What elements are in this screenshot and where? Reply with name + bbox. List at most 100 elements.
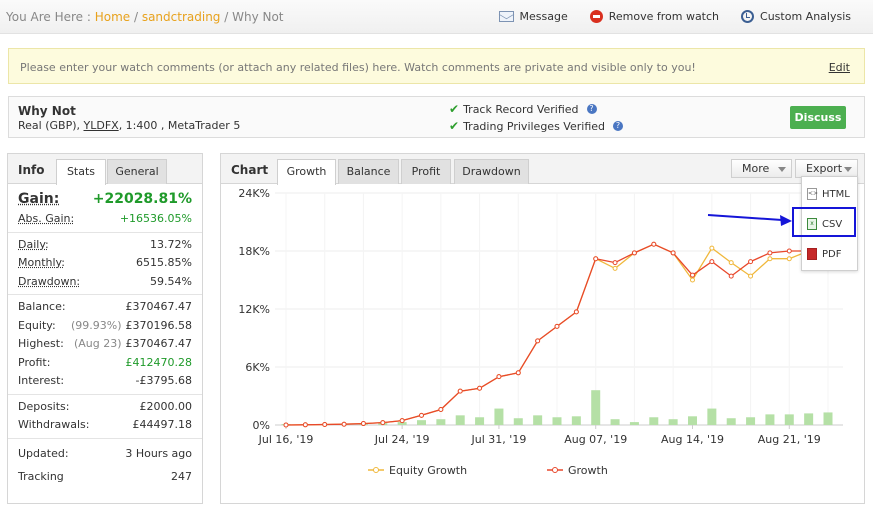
highest-value: £370467.47 — [125, 337, 192, 350]
chart-title: Chart — [231, 163, 269, 177]
legend-growth-dot — [552, 467, 558, 473]
updated-label: Updated: — [18, 446, 69, 460]
breadcrumb-prefix: You Are Here : — [6, 10, 95, 24]
account-name: Why Not — [18, 104, 76, 118]
breadcrumb: You Are Here : Home / sandctrading / Why… — [6, 10, 284, 24]
tab-growth[interactable]: Growth — [277, 159, 336, 185]
breadcrumb-home-link[interactable]: Home — [94, 10, 131, 24]
divider — [8, 437, 202, 439]
more-dropdown[interactable]: More — [731, 159, 792, 178]
x-tick-label: Jul 31, '19 — [471, 433, 527, 446]
legend-equity-growth-label[interactable]: Equity Growth — [389, 464, 467, 477]
growth-point — [496, 374, 502, 380]
account-meta: Real (GBP), YLDFX, 1:400 , MetaTrader 5 — [18, 119, 240, 132]
growth-point — [709, 259, 715, 265]
export-pdf-item[interactable]: PDF — [802, 242, 859, 266]
volume-bar — [475, 417, 485, 425]
legend-growth-label[interactable]: Growth — [568, 464, 608, 477]
deposits-value: £2000.00 — [139, 399, 193, 413]
abs-gain-label: Abs. Gain: — [18, 212, 75, 225]
message-label: Message — [519, 10, 568, 23]
volume-bar — [494, 408, 504, 425]
growth-point — [477, 385, 483, 391]
daily-value: 13.72% — [150, 237, 192, 251]
export-html-item[interactable]: <> HTML — [802, 182, 859, 206]
x-tick-label: Jul 24, '19 — [374, 433, 430, 446]
x-tick-label: Aug 21, '19 — [758, 433, 821, 446]
tab-general[interactable]: General — [107, 159, 167, 184]
breadcrumb-section-link[interactable]: sandctrading — [141, 10, 221, 24]
growth-point — [728, 273, 734, 279]
csv-highlight-box — [792, 207, 856, 237]
export-pdf-label: PDF — [822, 248, 842, 260]
growth-point — [399, 418, 405, 424]
balance-label: Balance: — [18, 300, 66, 313]
account-summary: Why Not Real (GBP), YLDFX, 1:400 , MetaT… — [8, 96, 865, 138]
growth-point — [631, 250, 637, 256]
x-tick-label: Aug 07, '19 — [564, 433, 627, 446]
volume-bar — [649, 417, 659, 425]
profit-row: Profit: £412470.28 — [18, 354, 192, 373]
export-menu: <> HTML x CSV PDF — [801, 176, 858, 271]
help-icon[interactable]: ? — [613, 121, 623, 131]
volume-bar — [397, 422, 407, 425]
growth-point — [457, 388, 463, 394]
growth-point — [438, 407, 444, 413]
gain-value: +22028.81% — [92, 191, 192, 207]
daily-row: Daily: 13.72% — [18, 236, 192, 255]
divider — [8, 231, 202, 233]
updated-row: Updated: 3 Hours ago — [18, 442, 192, 465]
track-record-label: Track Record Verified — [463, 102, 579, 116]
export-csv-item[interactable]: x CSV — [802, 212, 859, 236]
remove-label: Remove from watch — [608, 10, 720, 23]
updated-value: 3 Hours ago — [125, 446, 192, 460]
withdrawals-label: Withdrawals: — [18, 418, 90, 431]
help-icon[interactable]: ? — [586, 104, 597, 114]
volume-bar — [436, 419, 446, 425]
volume-bar — [765, 414, 775, 425]
growth-point — [419, 412, 424, 418]
tab-profit[interactable]: Profit — [401, 159, 451, 184]
tab-stats[interactable]: Stats — [56, 159, 106, 185]
drawdown-label: Drawdown: — [18, 274, 81, 288]
interest-row: Interest: -£3795.68 — [18, 372, 192, 391]
volume-bar — [552, 417, 562, 425]
account-type: Real (GBP), — [18, 119, 84, 132]
html-file-icon: <> — [807, 188, 818, 200]
gain-label: Gain: — [18, 191, 60, 207]
chevron-down-icon — [844, 167, 852, 172]
custom-analysis-button[interactable]: Custom Analysis — [741, 10, 851, 23]
equity-growth-point — [709, 245, 715, 251]
tab-drawdown[interactable]: Drawdown — [454, 159, 529, 184]
broker-link[interactable]: YLDFX — [83, 119, 119, 132]
breadcrumb-current: Why Not — [232, 10, 284, 24]
y-tick-label: 0% — [253, 419, 270, 432]
edit-link[interactable]: Edit — [828, 61, 850, 74]
tab-balance[interactable]: Balance — [338, 159, 399, 184]
equity-growth-point — [748, 273, 754, 279]
info-title: Info — [18, 163, 45, 177]
arrow-head-icon — [780, 215, 792, 226]
remove-from-watch-button[interactable]: Remove from watch — [589, 10, 720, 23]
equity-growth-point — [690, 277, 695, 283]
balance-value: £370467.47 — [125, 300, 192, 313]
y-tick-label: 6K% — [245, 361, 270, 374]
volume-bar — [746, 417, 756, 425]
tracking-label: Tracking — [18, 469, 64, 483]
breadcrumb-separator: / — [130, 10, 142, 24]
growth-point — [380, 420, 386, 426]
growth-point — [786, 248, 792, 254]
growth-point — [302, 422, 308, 428]
volume-bar — [823, 412, 833, 425]
message-button[interactable]: Message — [498, 10, 568, 23]
volume-bar — [629, 422, 639, 425]
checkmark-icon: ✔ — [449, 102, 460, 116]
divider — [8, 294, 202, 295]
discuss-button[interactable]: Discuss — [790, 106, 846, 129]
deposits-label: Deposits: — [18, 399, 70, 413]
volume-bar — [417, 420, 426, 425]
volume-bar — [726, 418, 736, 425]
growth-point — [612, 260, 618, 266]
custom-analysis-label: Custom Analysis — [760, 10, 851, 23]
